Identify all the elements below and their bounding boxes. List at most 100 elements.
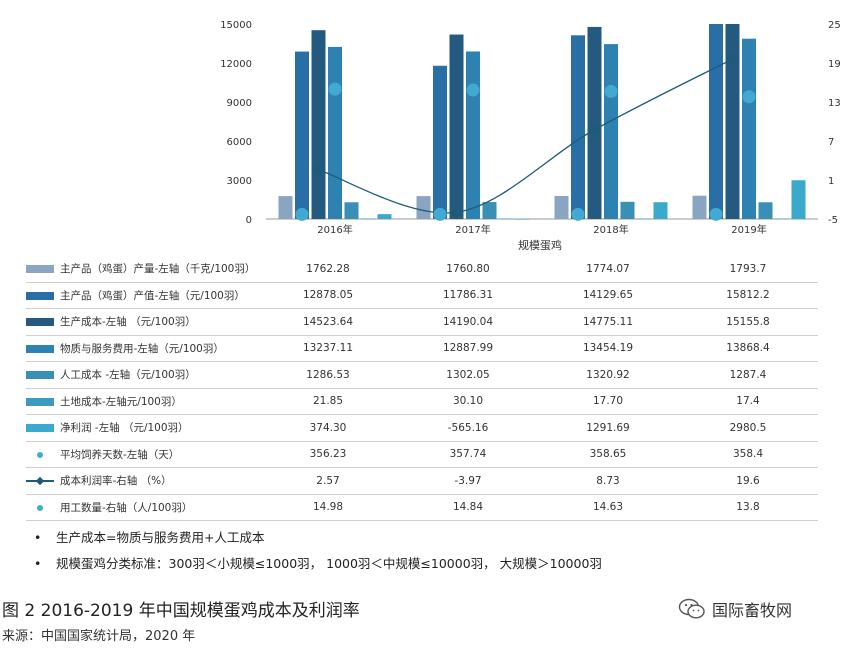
- note-text: 规模蛋鸡分类标准：300羽＜小规模≤1000羽， 1000羽＜中规模≤10000…: [56, 556, 602, 571]
- series-name: 主产品（鸡蛋）产值-左轴（元/100羽）: [60, 289, 245, 302]
- data-value-cell: 374.30: [258, 414, 398, 442]
- source-line: 来源：中国国家统计局，2020 年: [2, 629, 196, 644]
- bar-series-3: [311, 30, 326, 219]
- data-value-cell: -565.16: [398, 414, 538, 442]
- y-left-tick-label: 15000: [220, 20, 252, 31]
- legend-swatch: [26, 504, 54, 512]
- data-value-cell: 14190.04: [398, 308, 538, 336]
- bar-series-7: [515, 219, 530, 220]
- line-marker: [725, 52, 740, 67]
- bar-series-1: [554, 195, 569, 219]
- series-label-cell: 主产品（鸡蛋）产值-左轴（元/100羽）: [26, 282, 258, 309]
- dot-series-8: [433, 207, 447, 221]
- data-value-cell: 14.98: [258, 494, 398, 521]
- data-value-cell: 11786.31: [398, 282, 538, 309]
- series-label-cell: 物质与服务费用-左轴（元/100羽）: [26, 335, 258, 362]
- x-tick-label: 2019年: [731, 223, 766, 236]
- line-layer: [311, 52, 740, 220]
- table-row: 主产品（鸡蛋）产量-左轴（千克/100羽） 1762.28 1760.80 1774.…: [26, 256, 818, 283]
- bar-series-1: [278, 196, 293, 219]
- dot-series-10: [328, 82, 342, 96]
- legend-swatch: [26, 344, 54, 353]
- x-tick-label: 2017年: [455, 223, 490, 236]
- legend-swatch: [26, 477, 54, 485]
- series-label-cell: 主产品（鸡蛋）产量-左轴（千克/100羽）: [26, 256, 258, 283]
- note-scale-standard: • 规模蛋鸡分类标准：300羽＜小规模≤1000羽， 1000羽＜中规模≤1000…: [34, 554, 602, 580]
- y-right-tick-label: 7: [828, 137, 834, 148]
- combo-chart: 0 3000 6000 9000 12000 15000 -5 1 7 13 19 25 2016年 20…: [220, 20, 841, 252]
- bar-series-6: [499, 218, 513, 220]
- table-row: 土地成本-左轴元/100羽） 21.85 30.10 17.70 17.4: [26, 388, 818, 415]
- data-value-cell: -3.97: [398, 467, 538, 495]
- dot-series-8: [709, 207, 723, 221]
- data-value-cell: 14.63: [538, 494, 678, 521]
- data-value-cell: 13.8: [678, 494, 818, 521]
- bar-series-4: [466, 51, 480, 219]
- bar-series-4: [604, 44, 618, 219]
- note-bullet: •: [34, 530, 42, 545]
- data-value-cell: 13237.11: [258, 335, 398, 362]
- bar-series-1: [692, 195, 707, 219]
- bar-series-2: [709, 24, 723, 219]
- series-label-cell: 生产成本-左轴 （元/100羽）: [26, 308, 258, 336]
- data-value-cell: 2980.5: [678, 414, 818, 442]
- x-axis-label: 规模蛋鸡: [518, 238, 562, 252]
- data-value-cell: 13868.4: [678, 335, 818, 362]
- dot-series-8: [571, 207, 585, 221]
- series-name: 人工成本 -左轴（元/100羽）: [60, 369, 196, 382]
- y-right-tick-label: 25: [828, 20, 841, 31]
- data-value-cell: 17.4: [678, 388, 818, 415]
- line-marker: [311, 162, 326, 177]
- bar-series-5: [620, 201, 635, 219]
- series-label-cell: 用工数量-右轴（人/100羽）: [26, 494, 258, 521]
- data-value-cell: 14523.64: [258, 308, 398, 336]
- series-label-cell: 成本利润率-右轴 （%）: [26, 467, 258, 495]
- data-value-cell: 12878.05: [258, 282, 398, 309]
- legend-swatch: [26, 451, 54, 459]
- bar-series-3: [449, 34, 464, 219]
- series-name: 物质与服务费用-左轴（元/100羽）: [60, 342, 224, 355]
- data-value-cell: 30.10: [398, 388, 538, 415]
- data-value-cell: 356.23: [258, 441, 398, 468]
- series-name: 用工数量-右轴（人/100羽）: [60, 501, 193, 514]
- data-value-cell: 19.6: [678, 467, 818, 495]
- bar-series-5: [344, 202, 359, 219]
- data-value-cell: 13454.19: [538, 335, 678, 362]
- table-row: 人工成本 -左轴（元/100羽） 1286.53 1302.05 1320.92 128…: [26, 361, 818, 389]
- x-tick-label: 2016年: [317, 223, 352, 236]
- dot-series-10: [466, 83, 480, 97]
- note-text: 生产成本=物质与服务费用+人工成本: [56, 530, 265, 545]
- data-value-cell: 1302.05: [398, 361, 538, 389]
- bar-series-6: [361, 218, 375, 220]
- data-value-cell: 14775.11: [538, 308, 678, 336]
- dot-layer: [295, 82, 756, 221]
- y-left-tick-label: 0: [246, 215, 252, 226]
- bar-series-7: [791, 180, 806, 219]
- y-right-tick-label: -5: [828, 215, 838, 226]
- y-left-tick-label: 12000: [220, 59, 252, 70]
- line-marker: [587, 122, 602, 137]
- data-value-cell: 358.4: [678, 441, 818, 468]
- line-marker: [449, 205, 464, 220]
- bar-series-7: [653, 202, 668, 219]
- bar-series-1: [416, 196, 431, 219]
- y-left-tick-label: 3000: [227, 176, 252, 187]
- dot-series-10: [742, 90, 756, 104]
- data-value-cell: 15155.8: [678, 308, 818, 336]
- bar-series-4: [742, 38, 756, 219]
- data-value-cell: 358.65: [538, 441, 678, 468]
- bar-series-4: [328, 46, 342, 219]
- series-name: 平均饲养天数-左轴（天）: [60, 448, 180, 461]
- wechat-icon: [678, 598, 705, 619]
- note-bullet: •: [34, 556, 42, 571]
- axis-layer: 0 3000 6000 9000 12000 15000 -5 1 7 13 19 25 2016年 20…: [220, 20, 841, 236]
- note-cost-definition: • 生产成本=物质与服务费用+人工成本: [34, 528, 602, 554]
- series-name: 主产品（鸡蛋）产量-左轴（千克/100羽）: [60, 263, 256, 276]
- line-series-9: [318, 58, 733, 214]
- bar-series-5: [482, 202, 497, 219]
- bar-series-2: [571, 35, 585, 220]
- data-value-cell: 14.84: [398, 494, 538, 521]
- legend-swatch: [26, 424, 54, 433]
- data-value-cell: 1762.28: [258, 256, 398, 283]
- bar-layer: [278, 24, 806, 220]
